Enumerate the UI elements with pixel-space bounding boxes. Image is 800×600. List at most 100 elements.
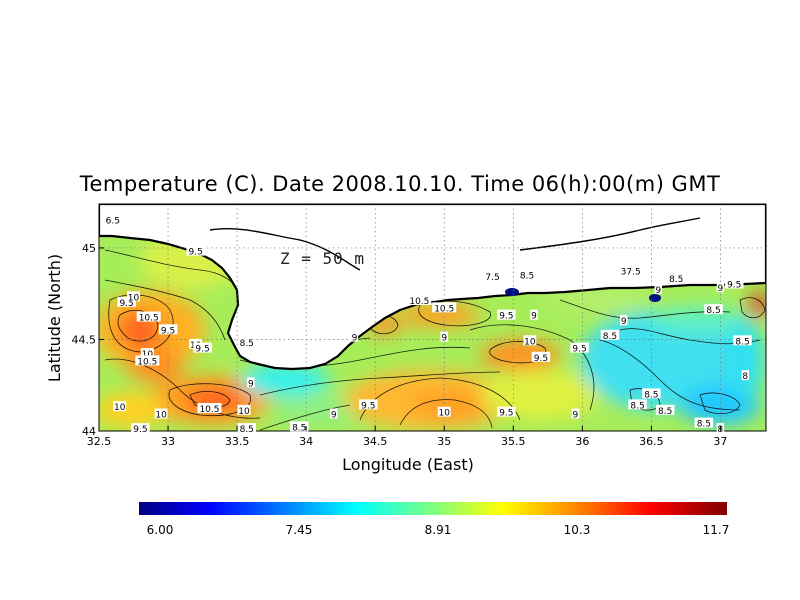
x-tick-label: 32.5: [87, 435, 112, 448]
contour-label: 37.5: [621, 268, 641, 278]
contour-label-bg: [127, 291, 141, 302]
contour-label-bg: [437, 406, 451, 417]
contour-label: 9.5: [119, 299, 133, 309]
contour-label-bg: [741, 370, 750, 381]
contour-label: 9: [718, 284, 724, 294]
contour-label-bg: [654, 284, 663, 295]
contour-label-bg: [237, 423, 257, 434]
contour-label: 9: [655, 286, 661, 296]
x-tick-label: 33.5: [225, 435, 250, 448]
contour-label: 9: [441, 334, 447, 344]
contour-label: 8.5: [706, 306, 720, 316]
contour-label: 8.5: [603, 332, 617, 342]
contour-label: 7.5: [485, 273, 499, 283]
contour-label-bg: [247, 377, 255, 388]
contour-label-bg: [666, 273, 686, 284]
contour-label: 9: [352, 334, 358, 344]
contour-label-bg: [704, 304, 723, 315]
y-tick-label: 44: [82, 425, 96, 438]
contour-label-bg: [716, 282, 725, 293]
contour-label-bg: [186, 245, 205, 256]
contour-label-bg: [531, 351, 551, 362]
y-tick-label: 44.5: [72, 333, 97, 346]
contour-label-bg: [117, 296, 136, 307]
contour-label: 8.5: [644, 390, 658, 400]
contour-label: 6.5: [106, 216, 120, 226]
plot-frame: [98, 203, 767, 432]
contour-label-bg: [483, 271, 502, 282]
contour-label: 8: [742, 372, 748, 382]
contour-label-bg: [103, 214, 123, 225]
contour-label-bg: [197, 403, 222, 414]
contour-label-bg: [113, 401, 127, 412]
contour-label: 10: [155, 411, 167, 421]
contour-label-bg: [407, 295, 432, 306]
colorbar-labels: 6.00 7.45 8.91 10.3 11.7: [147, 523, 730, 537]
contour-label-bg: [523, 335, 537, 346]
x-tick-label: 36.5: [639, 435, 664, 448]
x-tick-label: 33: [161, 435, 175, 448]
contour-label: 9.5: [499, 409, 513, 419]
contour-label: 8.5: [697, 420, 711, 430]
contour-label-bg: [600, 329, 620, 340]
contour-label: 10.5: [137, 357, 157, 367]
contour-label: 10: [439, 409, 451, 419]
contour-label-bg: [193, 342, 212, 353]
map-title: Temperature (C). Date 2008.10.10. Time 0…: [79, 172, 721, 196]
contour-label: 10: [524, 337, 536, 347]
contour-label-bg: [330, 408, 338, 419]
contour-label: 9: [248, 379, 254, 389]
contour-label-bg: [517, 269, 537, 280]
contour-label: 8.5: [520, 271, 534, 281]
contour-label: 10.5: [199, 405, 219, 415]
contour-label-bg: [237, 404, 251, 415]
contour-label-bg: [655, 404, 675, 415]
contour-label: 9.5: [572, 345, 586, 355]
contour-label: 10: [238, 407, 250, 417]
temperature-field: [99, 204, 766, 431]
contour-label-bg: [618, 265, 643, 276]
contour-label-bg: [350, 331, 359, 342]
colorbar-label: 6.00: [147, 523, 174, 537]
x-tick-label: 34.5: [363, 435, 388, 448]
contour-label-bg: [158, 324, 178, 335]
contour-label-bg: [136, 311, 161, 322]
contour-label: 8.5: [658, 407, 672, 417]
contour-label-bg: [140, 348, 154, 359]
contour-label-bg: [135, 355, 160, 366]
x-tick-label: 34: [299, 435, 313, 448]
contour-label: 9.5: [534, 354, 548, 364]
contour-label: 9.5: [189, 248, 203, 258]
y-axis-label: Latitude (North): [45, 254, 64, 382]
contour-label: 8.5: [630, 401, 644, 411]
contour-label: 9: [331, 411, 337, 421]
depth-label: Z = 50 m: [280, 249, 365, 268]
colorbar-label: 7.45: [286, 523, 313, 537]
axis-ticks: 32.5 33 33.5 34 34.5 35 35.5 36 36.5 37 44 44.5 45: [72, 242, 728, 448]
contour-label: 8.5: [735, 337, 749, 347]
x-tick-label: 35.5: [501, 435, 526, 448]
contour-label-bg: [571, 408, 580, 419]
contour-label-bg: [620, 315, 628, 326]
contour-label-bg: [131, 423, 150, 434]
contour-label: 10: [142, 350, 154, 360]
contour-label-bg: [724, 278, 744, 289]
contour-label: 10: [114, 403, 126, 413]
contour-label: 8.5: [292, 423, 306, 433]
contour-label: 10: [128, 293, 140, 303]
contour-label: 9.5: [133, 425, 147, 435]
x-tick-label: 35: [437, 435, 451, 448]
contour-label-bg: [497, 406, 516, 417]
contour-label: 9.5: [161, 326, 175, 336]
colorbar-label: 8.91: [425, 523, 452, 537]
contour-label-bg: [359, 399, 378, 410]
contour-label: 8.5: [240, 425, 254, 435]
contour-label: 9.5: [361, 401, 375, 411]
contour-label-bg: [628, 399, 647, 410]
contour-label: 10.5: [409, 297, 429, 307]
contour-label-bg: [497, 309, 516, 320]
contour-label-bg: [237, 337, 257, 348]
contour-label: 8.5: [240, 339, 254, 349]
contour-label: 10.5: [434, 304, 454, 314]
